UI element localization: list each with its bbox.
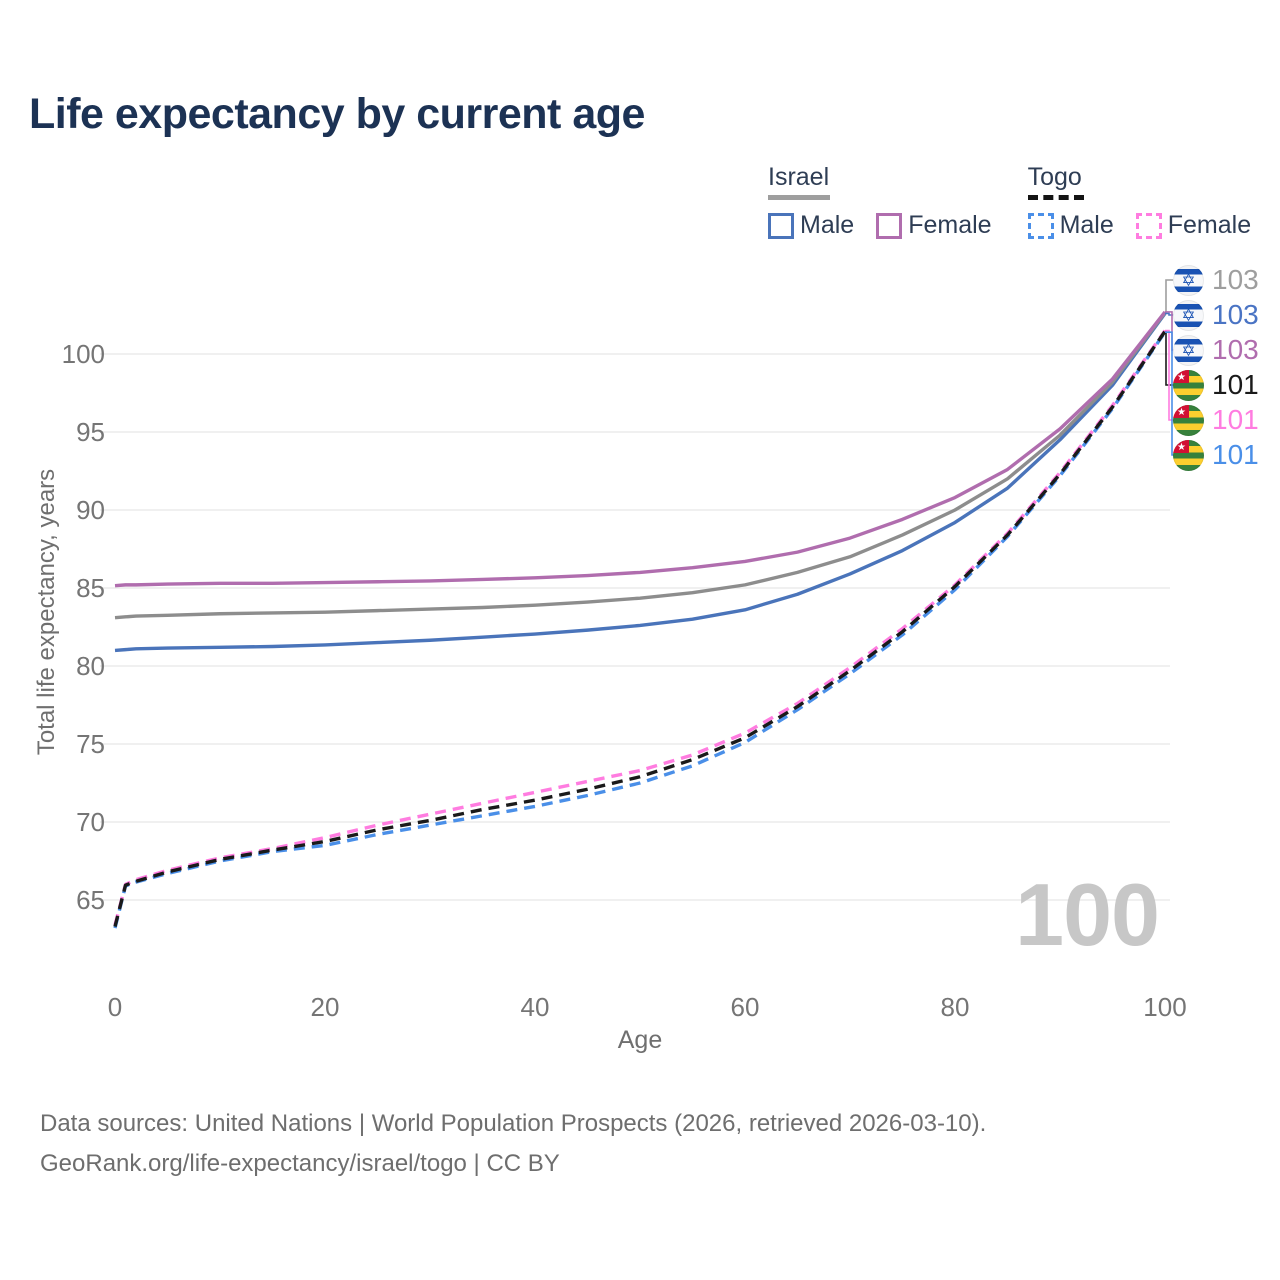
- end-label-israel-male: 103: [1173, 298, 1259, 332]
- end-value: 101: [1212, 369, 1259, 400]
- end-label-israel-total: 103: [1173, 263, 1259, 297]
- x-tick-label: 60: [731, 992, 760, 1022]
- y-tick-label: 80: [76, 651, 105, 681]
- x-tick-label: 0: [108, 992, 122, 1022]
- y-tick-label: 65: [76, 885, 105, 915]
- x-axis-title: Age: [617, 1026, 663, 1054]
- y-tick-label: 85: [76, 573, 105, 603]
- x-tick-label: 80: [941, 992, 970, 1022]
- series-line-togo-male: [113, 331, 1167, 929]
- y-tick-label: 75: [76, 729, 105, 759]
- end-value: 103: [1212, 264, 1259, 295]
- y-axis-title: Total life expectancy, years: [33, 468, 60, 756]
- end-value: 101: [1212, 404, 1259, 435]
- end-label-togo-total: 101: [1173, 368, 1259, 402]
- series-line-israel-both: [114, 311, 1167, 620]
- legend-group-israel: Israel Male Female: [768, 163, 992, 240]
- togo-male-swatch: [1027, 212, 1054, 239]
- legend-item-israel-female[interactable]: Female: [876, 211, 992, 240]
- series-line-israel-female: [114, 310, 1167, 588]
- legend-israel-male-label: Male: [800, 211, 855, 239]
- israel-flag-icon: [1173, 334, 1204, 366]
- footer-attribution-line: GeoRank.org/life-expectancy/israel/togo …: [40, 1150, 560, 1177]
- legend-item-togo-male[interactable]: Male: [1027, 211, 1114, 240]
- legend-togo-label: Togo: [1027, 163, 1082, 191]
- y-tick-label: 90: [76, 495, 105, 525]
- series-line-togo-both: [113, 330, 1167, 927]
- legend-country-israel: Israel: [768, 163, 992, 200]
- x-tick-label: 40: [521, 992, 550, 1022]
- hover-age-watermark: 100: [1015, 865, 1160, 964]
- page-title: Life expectancy by current age: [29, 90, 645, 138]
- end-value: 103: [1212, 334, 1259, 365]
- end-label-togo-female: 101: [1173, 403, 1259, 437]
- end-value: 103: [1212, 299, 1259, 330]
- end-label-israel-female: 103: [1173, 333, 1259, 367]
- togo-dashed-line-swatch: [1027, 195, 1084, 200]
- israel-flag-icon: [1173, 264, 1204, 296]
- togo-female-swatch: [1135, 212, 1162, 239]
- legend-israel-label: Israel: [768, 163, 830, 191]
- x-tick-label: 20: [311, 992, 340, 1022]
- chart-legend: Israel Male Female Togo Male: [768, 163, 1251, 240]
- end-label-togo-male: 101: [1173, 438, 1259, 472]
- footer: Data sources: United Nations | World Pop…: [40, 1104, 986, 1184]
- y-tick-label: 95: [76, 417, 105, 447]
- end-value: 101: [1212, 439, 1259, 470]
- footer-sources-line: Data sources: United Nations | World Pop…: [40, 1110, 987, 1137]
- series-line-togo-female: [113, 329, 1167, 926]
- legend-country-togo: Togo: [1027, 163, 1252, 200]
- legend-item-togo-female[interactable]: Female: [1135, 211, 1252, 240]
- legend-togo-female-label: Female: [1167, 211, 1252, 239]
- legend-israel-female-label: Female: [908, 211, 992, 239]
- togo-flag-icon: [1173, 404, 1204, 436]
- series-line-israel-male: [114, 312, 1167, 653]
- legend-group-togo: Togo Male Female: [1027, 163, 1252, 240]
- legend-item-israel-male[interactable]: Male: [768, 211, 854, 240]
- israel-male-swatch: [768, 212, 794, 239]
- y-tick-label: 70: [76, 807, 105, 837]
- legend-togo-male-label: Male: [1059, 211, 1114, 239]
- togo-flag-icon: [1173, 369, 1204, 401]
- israel-flag-icon: [1173, 299, 1204, 331]
- togo-flag-icon: [1173, 439, 1204, 471]
- x-tick-label: 100: [1143, 992, 1186, 1022]
- y-tick-label: 100: [62, 339, 105, 369]
- israel-solid-line-swatch: [768, 195, 830, 200]
- israel-female-swatch: [876, 212, 903, 239]
